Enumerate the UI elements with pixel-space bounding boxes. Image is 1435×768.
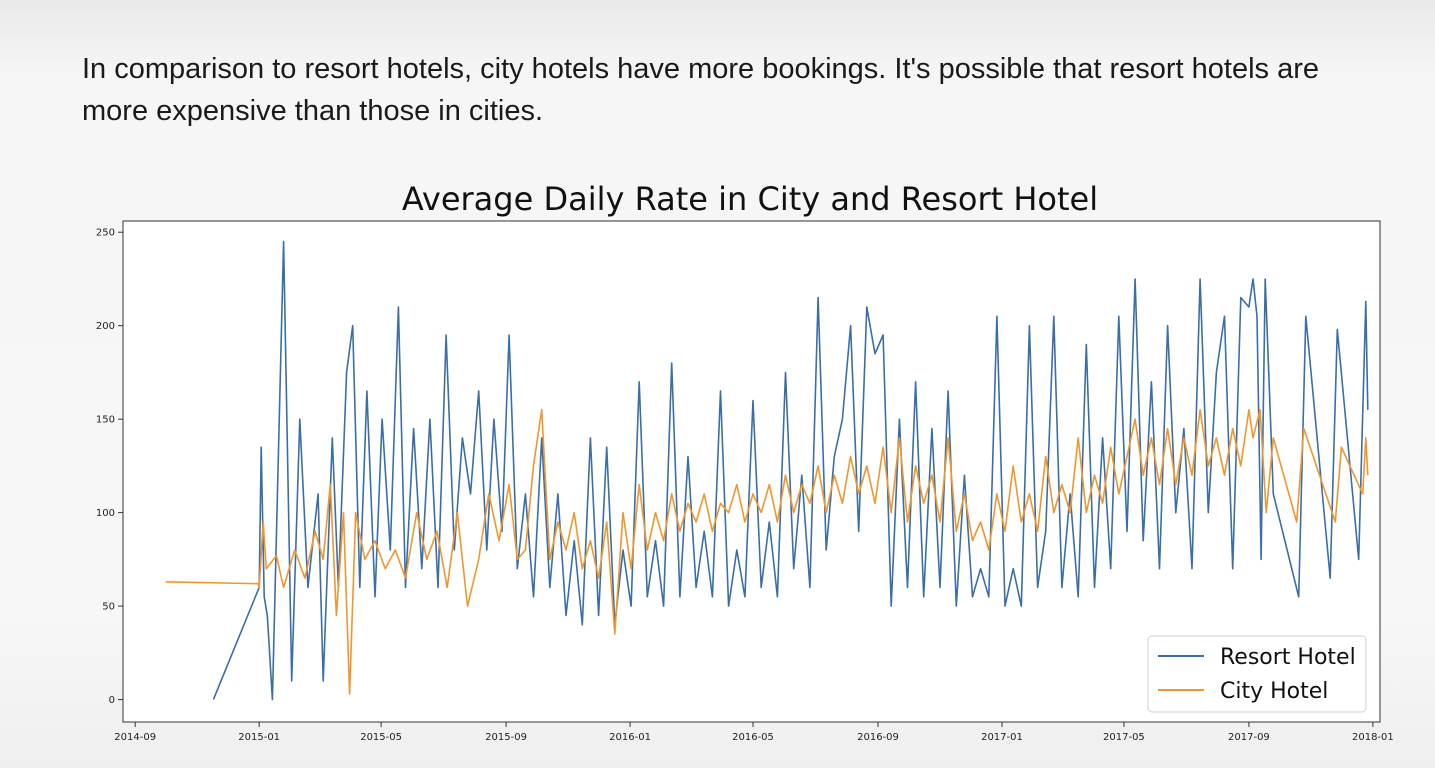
series-line-city-hotel xyxy=(165,409,1369,695)
x-tick-label: 2017-09 xyxy=(1228,732,1270,743)
chart-title: Average Daily Rate in City and Resort Ho… xyxy=(401,180,1099,218)
legend: Resort Hotel City Hotel xyxy=(1147,635,1367,713)
caption-text: In comparison to resort hotels, city hot… xyxy=(82,53,1320,127)
x-tick-label: 2018-01 xyxy=(1352,732,1394,743)
y-tick-label: 250 xyxy=(96,228,115,239)
x-tick-label: 2016-09 xyxy=(857,732,899,743)
x-tick-label: 2016-01 xyxy=(609,732,651,743)
y-tick-label: 0 xyxy=(109,695,115,706)
y-tick-label: 50 xyxy=(102,602,115,613)
x-tick-label: 2015-09 xyxy=(485,732,527,743)
y-tick-label: 100 xyxy=(96,508,115,519)
x-tick-label: 2017-05 xyxy=(1103,732,1145,743)
y-tick-label: 150 xyxy=(96,415,115,426)
legend-label-resort: Resort Hotel xyxy=(1220,645,1356,670)
x-tick-label: 2017-01 xyxy=(981,732,1023,743)
x-tick-label: 2016-05 xyxy=(732,732,774,743)
series-line-resort-hotel xyxy=(212,240,1369,701)
legend-label-city: City Hotel xyxy=(1220,679,1328,704)
x-tick-label: 2015-01 xyxy=(238,732,280,743)
y-tick-label: 200 xyxy=(96,321,115,332)
x-tick-label: 2015-05 xyxy=(360,732,402,743)
x-tick-label: 2014-09 xyxy=(114,732,156,743)
